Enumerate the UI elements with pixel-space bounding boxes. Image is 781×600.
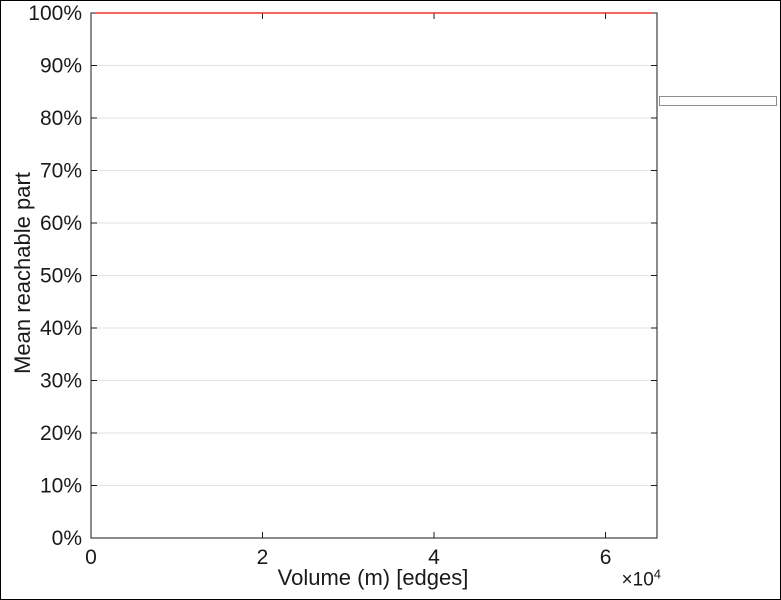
x-axis-multiplier: ×104 [622,566,661,591]
y-tick-label: 80% [40,107,82,130]
y-tick-label: 60% [40,212,82,235]
y-tick-label: 90% [40,55,82,78]
y-tick-label: 100% [28,2,82,25]
y-tick-label: 40% [40,317,82,340]
x-tick-label: 2 [257,546,269,569]
y-tick-label: 30% [40,370,82,393]
legend [659,96,777,106]
y-axis-label: Mean reachable part [10,172,35,374]
y-tick-label: 70% [40,160,82,183]
x-tick-label: 0 [85,546,97,569]
x-axis-multiplier-exponent: 4 [653,566,661,582]
y-tick-label: 20% [40,422,82,445]
x-tick-label: 6 [600,546,612,569]
y-tick-label: 10% [40,475,82,498]
y-tick-label: 0% [52,527,82,550]
x-axis-label: Volume (m) [edges] [277,565,469,590]
x-axis-multiplier-base: ×10 [621,569,654,591]
x-tick-label: 4 [428,546,440,569]
y-tick-label: 50% [40,265,82,288]
